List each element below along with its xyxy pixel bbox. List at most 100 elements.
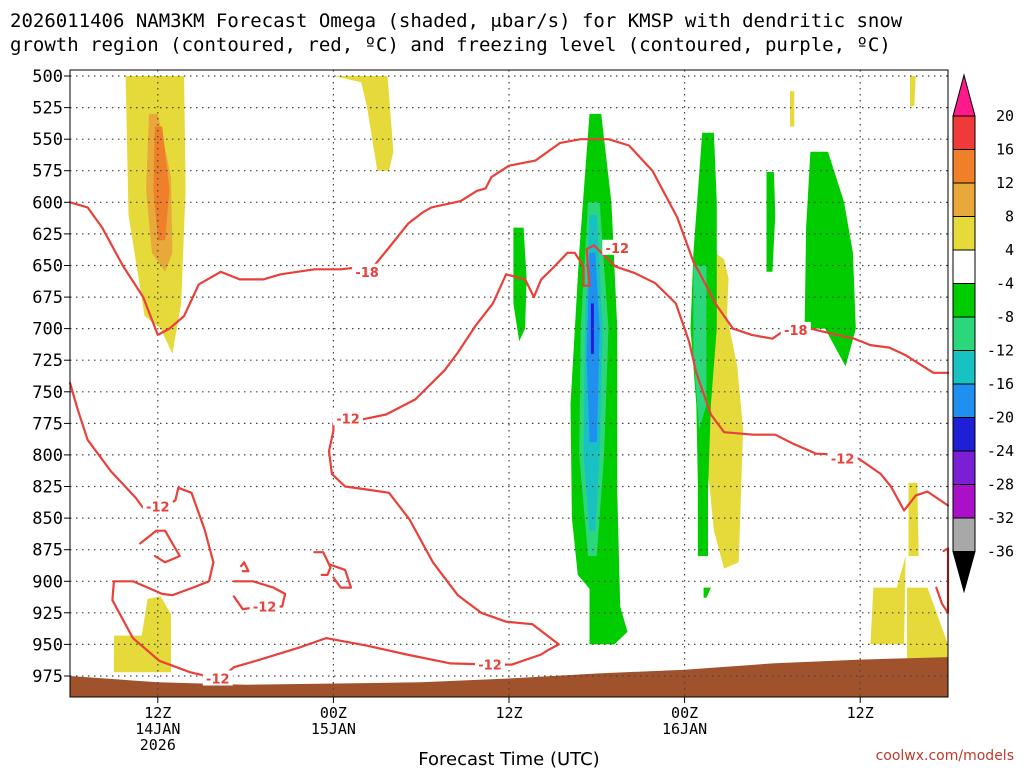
x-tick-label: 16JAN bbox=[662, 720, 707, 738]
y-axis: 500 525 550 575 600 625 650 675 700 725 750 775 800 8… bbox=[32, 67, 70, 687]
y-tick-label: 575 bbox=[32, 162, 63, 182]
colorbar-label: -16 bbox=[987, 375, 1014, 393]
omega-region bbox=[703, 587, 711, 598]
contour-label: -12 bbox=[146, 501, 170, 516]
colorbar-segment bbox=[952, 517, 976, 552]
omega-region bbox=[790, 91, 795, 127]
y-tick-label: 725 bbox=[32, 351, 63, 371]
omega-region bbox=[333, 76, 394, 171]
colorbar-label: -8 bbox=[996, 308, 1014, 326]
dgz-contour bbox=[313, 551, 332, 577]
contour-label-background bbox=[333, 410, 363, 426]
colorbar-label: 4 bbox=[1005, 241, 1014, 259]
dgz-contour bbox=[232, 244, 950, 669]
colorbar-bottom-arrow bbox=[952, 551, 976, 594]
colorbar-label: -36 bbox=[987, 543, 1014, 561]
x-tick-label: 14JAN bbox=[135, 720, 180, 738]
colorbar-top-arrow bbox=[952, 73, 976, 117]
x-tick-label: 12Z bbox=[847, 704, 874, 722]
omega-shading-layer bbox=[113, 76, 948, 676]
contour-label: -12 bbox=[478, 659, 502, 674]
y-tick-label: 875 bbox=[32, 541, 63, 561]
omega-region bbox=[513, 227, 527, 342]
colorbar-label: -32 bbox=[987, 509, 1014, 527]
omega-region bbox=[693, 265, 707, 430]
contour-label: -12 bbox=[206, 673, 230, 688]
colorbar-segment bbox=[952, 450, 976, 485]
colorbar-segment bbox=[952, 383, 976, 418]
chart-title-line1: 2026011406 NAM3KM Forecast Omega (shaded… bbox=[10, 10, 903, 32]
colorbar-label: 16 bbox=[996, 141, 1014, 159]
y-tick-label: 950 bbox=[32, 635, 63, 655]
contour-label: -18 bbox=[784, 324, 808, 339]
y-tick-label: 625 bbox=[32, 225, 63, 245]
contour-label: -18 bbox=[355, 266, 379, 281]
x-tick-label: 00Z bbox=[671, 704, 698, 722]
x-axis-label: Forecast Time (UTC) bbox=[418, 749, 599, 768]
contour-label: -12 bbox=[253, 601, 277, 616]
contour-label-background bbox=[249, 598, 280, 614]
credit-text: coolwx.com/models bbox=[876, 748, 1014, 764]
x-tick-label: 2026 bbox=[140, 736, 176, 754]
x-tick-label: 00Z bbox=[320, 704, 347, 722]
contour-label: -12 bbox=[336, 412, 360, 427]
colorbar-segment bbox=[952, 283, 976, 318]
contour-label: -12 bbox=[831, 453, 855, 468]
terrain-layer bbox=[70, 657, 948, 697]
omega-region bbox=[907, 587, 948, 676]
contour-label-background bbox=[202, 670, 233, 686]
chart-title-line2: growth region (contoured, red, ºC) and f… bbox=[10, 34, 891, 56]
colorbar-segment bbox=[952, 249, 976, 284]
dgz-contour bbox=[139, 529, 181, 564]
omega-region bbox=[870, 556, 906, 645]
colorbar-segment bbox=[952, 115, 976, 150]
y-tick-label: 800 bbox=[32, 446, 63, 466]
colorbar-segment bbox=[952, 182, 976, 217]
omega-region bbox=[908, 482, 919, 556]
y-tick-label: 600 bbox=[32, 193, 63, 213]
contour-label-background bbox=[827, 450, 858, 466]
x-tick-label: 12Z bbox=[144, 704, 171, 722]
omega-region bbox=[910, 76, 916, 107]
dgz-contour bbox=[68, 381, 235, 679]
colorbar-label: -4 bbox=[996, 275, 1014, 293]
colorbar: 20 16 12 8 4 -4 -8 -12 -16 -20 -24 -28 -32 -36 bbox=[952, 73, 1014, 594]
y-tick-label: 700 bbox=[32, 320, 63, 340]
y-tick-label: 675 bbox=[32, 288, 63, 308]
colorbar-label: -24 bbox=[987, 442, 1014, 460]
omega-region bbox=[804, 151, 856, 367]
grid-layer bbox=[70, 70, 948, 697]
contour-label-background bbox=[475, 656, 505, 672]
omega-region bbox=[113, 596, 171, 673]
y-tick-label: 850 bbox=[32, 509, 63, 529]
colorbar-label: 8 bbox=[1005, 208, 1014, 226]
dgz-contour bbox=[329, 563, 353, 589]
colorbar-label: 12 bbox=[996, 174, 1014, 192]
dgz-contour bbox=[240, 561, 250, 573]
terrain-fill bbox=[70, 657, 948, 697]
colorbar-label: 20 bbox=[996, 107, 1014, 125]
contour-label-background bbox=[142, 498, 173, 514]
colorbar-label: -12 bbox=[987, 342, 1014, 360]
contour-label-background bbox=[602, 239, 633, 255]
y-tick-label: 925 bbox=[32, 604, 63, 624]
plot-area: -18 -18 -12 -12 -12 -12 -12 -12 -12 bbox=[68, 69, 950, 698]
colorbar-segment bbox=[952, 316, 976, 351]
colorbar-label: -20 bbox=[987, 409, 1014, 427]
colorbar-segment bbox=[952, 149, 976, 184]
x-tick-label: 15JAN bbox=[311, 720, 356, 738]
y-tick-label: 775 bbox=[32, 414, 63, 434]
y-tick-label: 750 bbox=[32, 383, 63, 403]
y-tick-label: 525 bbox=[32, 99, 63, 119]
y-tick-label: 550 bbox=[32, 130, 63, 150]
contour-label: -12 bbox=[606, 242, 630, 257]
colorbar-segment bbox=[952, 417, 976, 452]
colorbar-label: -28 bbox=[987, 476, 1014, 494]
x-tick-label: 12Z bbox=[495, 704, 522, 722]
contour-label-background bbox=[780, 321, 811, 337]
contour-label-background bbox=[352, 263, 383, 279]
colorbar-segment bbox=[952, 350, 976, 385]
colorbar-segment bbox=[952, 216, 976, 251]
